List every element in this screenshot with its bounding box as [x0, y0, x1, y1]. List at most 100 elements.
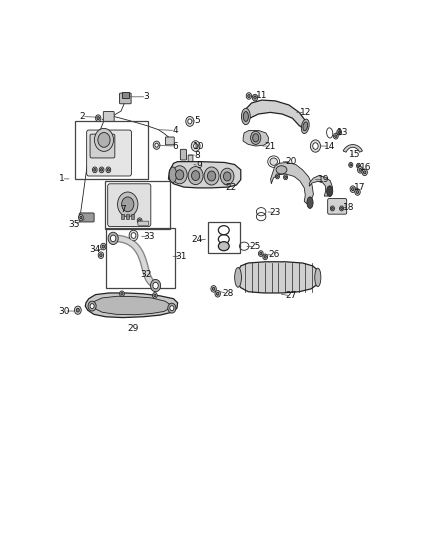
- Circle shape: [355, 189, 360, 195]
- Circle shape: [357, 166, 363, 173]
- Text: 24: 24: [191, 235, 202, 244]
- Circle shape: [339, 206, 344, 211]
- Circle shape: [211, 286, 216, 292]
- Text: 22: 22: [226, 183, 237, 191]
- Text: 20: 20: [285, 157, 297, 166]
- Circle shape: [276, 175, 278, 177]
- Circle shape: [153, 141, 160, 149]
- Circle shape: [223, 172, 231, 181]
- Text: 33: 33: [143, 232, 155, 241]
- Bar: [105, 181, 170, 229]
- Circle shape: [88, 301, 96, 311]
- Text: 19: 19: [318, 175, 329, 184]
- Circle shape: [330, 206, 335, 211]
- Bar: [208, 222, 240, 253]
- Ellipse shape: [276, 166, 287, 174]
- Circle shape: [349, 163, 353, 167]
- Circle shape: [220, 168, 234, 184]
- Circle shape: [285, 176, 286, 179]
- Text: 11: 11: [256, 92, 268, 101]
- Circle shape: [122, 197, 134, 212]
- Circle shape: [99, 167, 104, 173]
- Circle shape: [74, 306, 81, 314]
- Bar: [106, 228, 175, 288]
- Circle shape: [357, 190, 359, 193]
- Circle shape: [252, 94, 258, 101]
- Circle shape: [246, 93, 251, 99]
- Ellipse shape: [235, 268, 241, 287]
- Text: 23: 23: [270, 208, 281, 217]
- Circle shape: [263, 254, 268, 260]
- Text: 13: 13: [337, 128, 348, 138]
- Circle shape: [98, 133, 110, 147]
- Circle shape: [341, 207, 343, 209]
- Circle shape: [101, 243, 106, 250]
- Circle shape: [92, 167, 97, 173]
- Polygon shape: [93, 296, 170, 314]
- Bar: [131, 214, 134, 219]
- Circle shape: [98, 252, 104, 259]
- Circle shape: [311, 140, 321, 152]
- Text: 9: 9: [196, 161, 202, 170]
- Circle shape: [94, 168, 96, 171]
- Text: 21: 21: [265, 142, 276, 150]
- Circle shape: [358, 165, 360, 167]
- Text: 8: 8: [194, 150, 200, 159]
- Ellipse shape: [251, 131, 261, 144]
- Text: 2: 2: [79, 112, 85, 121]
- Circle shape: [76, 309, 79, 312]
- Circle shape: [332, 207, 333, 209]
- Ellipse shape: [270, 158, 277, 165]
- Text: 35: 35: [69, 220, 80, 229]
- Bar: [121, 214, 124, 219]
- Bar: [127, 214, 129, 219]
- FancyBboxPatch shape: [328, 199, 347, 214]
- Circle shape: [188, 166, 203, 184]
- Text: 31: 31: [175, 252, 187, 261]
- Circle shape: [155, 143, 158, 147]
- Circle shape: [216, 292, 219, 295]
- FancyBboxPatch shape: [79, 213, 94, 222]
- Text: 7: 7: [120, 205, 126, 214]
- Polygon shape: [169, 161, 241, 188]
- FancyBboxPatch shape: [108, 184, 151, 227]
- Circle shape: [283, 175, 288, 180]
- Circle shape: [212, 287, 215, 290]
- Circle shape: [107, 168, 110, 171]
- Text: 16: 16: [360, 163, 371, 172]
- Circle shape: [129, 230, 138, 241]
- Circle shape: [194, 143, 198, 149]
- Text: 3: 3: [144, 92, 149, 101]
- Circle shape: [188, 119, 192, 124]
- Text: 28: 28: [222, 289, 233, 298]
- Circle shape: [191, 141, 200, 151]
- Text: 5: 5: [194, 116, 200, 125]
- Circle shape: [338, 131, 340, 133]
- Text: 26: 26: [268, 251, 279, 259]
- Bar: [75, 122, 148, 179]
- FancyBboxPatch shape: [87, 130, 131, 176]
- Circle shape: [108, 232, 118, 245]
- Ellipse shape: [303, 122, 307, 131]
- Circle shape: [131, 232, 136, 238]
- Polygon shape: [237, 262, 320, 293]
- Ellipse shape: [241, 108, 250, 125]
- Circle shape: [90, 304, 94, 309]
- Text: 4: 4: [173, 126, 178, 135]
- Circle shape: [95, 115, 101, 122]
- Circle shape: [204, 167, 219, 185]
- Circle shape: [176, 170, 184, 180]
- Circle shape: [172, 166, 187, 184]
- Circle shape: [137, 218, 142, 224]
- Text: 14: 14: [324, 142, 336, 150]
- Circle shape: [106, 167, 111, 173]
- Circle shape: [350, 164, 352, 166]
- Circle shape: [335, 135, 337, 138]
- Polygon shape: [309, 175, 332, 196]
- Polygon shape: [245, 100, 306, 130]
- FancyBboxPatch shape: [103, 111, 114, 122]
- Circle shape: [186, 117, 194, 126]
- Circle shape: [333, 133, 338, 139]
- Circle shape: [359, 168, 361, 171]
- Circle shape: [248, 94, 250, 98]
